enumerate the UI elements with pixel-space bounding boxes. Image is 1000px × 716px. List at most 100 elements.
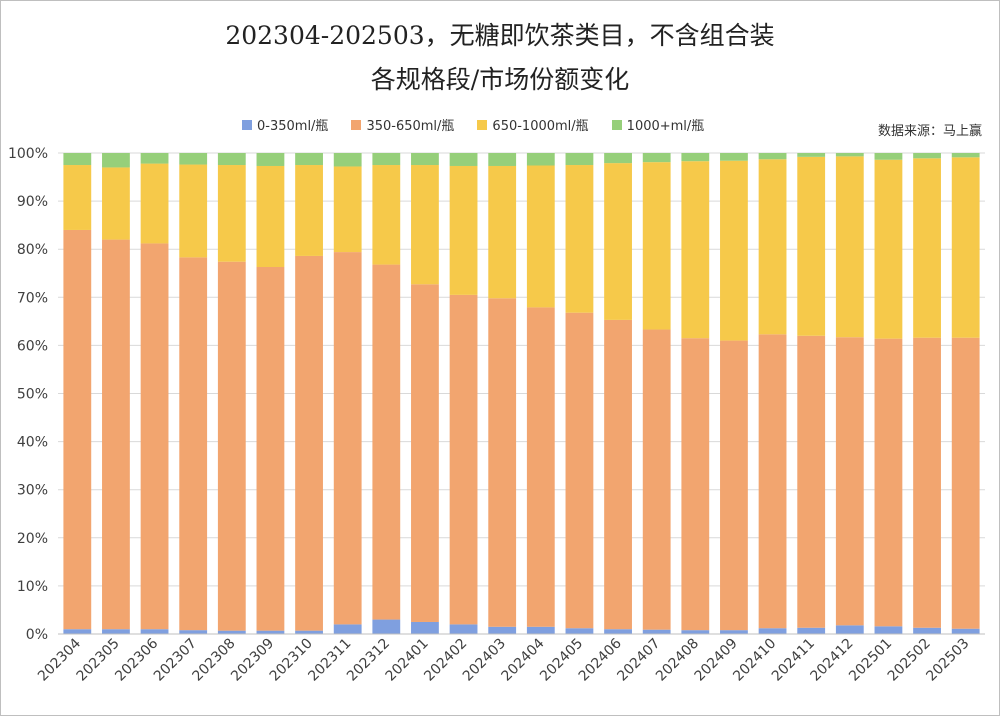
bar-segment-series-3 bbox=[411, 153, 439, 166]
bar-segment-series-3 bbox=[565, 153, 594, 166]
bar-segment-series-2 bbox=[720, 160, 748, 341]
bar-segment-series-3 bbox=[488, 153, 517, 166]
bar-segment-series-3 bbox=[333, 153, 362, 167]
legend-label: 350-650ml/瓶 bbox=[366, 119, 455, 134]
bar-segment-series-1 bbox=[295, 255, 323, 631]
bar-segment-series-1 bbox=[951, 337, 980, 629]
bar-segment-series-3 bbox=[951, 153, 980, 158]
legend-item-350-650ml: 350-650ml/瓶 bbox=[351, 115, 454, 134]
bar-segment-series-2 bbox=[604, 163, 632, 320]
legend-item-650-1000ml: 650-1000ml/瓶 bbox=[477, 115, 589, 134]
bar-segment-series-2 bbox=[488, 165, 517, 299]
y-tick-label: 80% bbox=[17, 242, 48, 258]
legend-swatch bbox=[611, 119, 622, 130]
bar-segment-series-2 bbox=[758, 159, 787, 335]
bar-segment-series-0 bbox=[372, 619, 401, 634]
bar-segment-series-3 bbox=[217, 153, 246, 166]
bar-segment-series-3 bbox=[874, 153, 903, 160]
bar-segment-series-0 bbox=[102, 629, 130, 634]
bar-segment-series-1 bbox=[565, 312, 594, 629]
bar-segment-series-1 bbox=[681, 338, 710, 631]
bar-segment-series-0 bbox=[758, 628, 787, 634]
bar-segment-series-2 bbox=[333, 166, 362, 253]
y-tick-label: 0% bbox=[26, 627, 48, 643]
source-note: 数据来源：马上赢 bbox=[877, 124, 982, 139]
bar-segment-series-0 bbox=[565, 628, 594, 634]
legend-label: 650-1000ml/瓶 bbox=[492, 119, 589, 134]
bar-segment-series-0 bbox=[256, 630, 285, 634]
legend-swatch bbox=[242, 119, 252, 130]
bar-segment-series-2 bbox=[913, 158, 941, 338]
bar-segment-series-1 bbox=[256, 266, 285, 631]
bar-segment-series-3 bbox=[797, 153, 826, 157]
bar-segment-series-1 bbox=[217, 261, 246, 631]
bar-segment-series-2 bbox=[951, 157, 980, 338]
bar-segment-series-2 bbox=[526, 165, 555, 308]
bar-segment-series-0 bbox=[874, 626, 903, 634]
bar-segment-series-0 bbox=[604, 629, 632, 634]
bar-segment-series-2 bbox=[411, 165, 439, 285]
bar-segment-series-1 bbox=[449, 294, 478, 625]
y-tick-label: 70% bbox=[17, 290, 48, 306]
bar-segment-series-3 bbox=[140, 153, 169, 164]
legend-label: 1000+ml/瓶 bbox=[626, 119, 705, 134]
bar-segment-series-1 bbox=[63, 229, 92, 630]
legend-swatch bbox=[351, 119, 362, 130]
bar-segment-series-2 bbox=[102, 167, 130, 240]
y-tick-label: 60% bbox=[17, 338, 48, 354]
x-tick-label: 202503 bbox=[923, 636, 972, 685]
bar-segment-series-0 bbox=[140, 629, 169, 634]
bar-segment-series-3 bbox=[720, 153, 748, 161]
bar-segment-series-0 bbox=[488, 626, 517, 634]
bar-segment-series-1 bbox=[102, 239, 130, 630]
bar-segment-series-2 bbox=[217, 165, 246, 262]
legend-label: 0-350ml/瓶 bbox=[257, 119, 329, 134]
bar-segment-series-0 bbox=[411, 621, 439, 634]
bar-segment-series-1 bbox=[913, 337, 941, 628]
chart-title: 202304-202503，无糖即饮茶类目，不含组合装 bbox=[225, 21, 775, 50]
bar-segment-series-1 bbox=[758, 334, 787, 629]
bar-segment-series-1 bbox=[526, 307, 555, 627]
bar-segment-series-2 bbox=[179, 164, 208, 258]
bar-segment-series-3 bbox=[758, 153, 787, 160]
bar-segment-series-3 bbox=[526, 153, 555, 166]
bar-segment-series-1 bbox=[797, 335, 826, 628]
bar-segment-series-3 bbox=[295, 153, 323, 166]
y-tick-label: 10% bbox=[17, 579, 48, 595]
bar-segment-series-2 bbox=[372, 165, 401, 265]
bar-segment-series-1 bbox=[604, 319, 632, 630]
bar-segment-series-2 bbox=[295, 165, 323, 256]
bar-segment-series-2 bbox=[565, 165, 594, 313]
y-tick-label: 50% bbox=[17, 387, 48, 403]
bar-segment-series-3 bbox=[835, 153, 864, 157]
y-tick-label: 90% bbox=[17, 194, 48, 210]
y-tick-label: 40% bbox=[17, 435, 48, 451]
bar-segment-series-0 bbox=[63, 629, 92, 634]
bar-segment-series-1 bbox=[488, 298, 517, 627]
bar-segment-series-2 bbox=[449, 165, 478, 295]
bar-segment-series-2 bbox=[63, 165, 92, 230]
bar-segment-series-1 bbox=[372, 264, 401, 620]
bar-segment-series-0 bbox=[913, 627, 941, 634]
bar-segment-series-2 bbox=[140, 163, 169, 244]
bar-segment-series-3 bbox=[102, 153, 130, 168]
bar-segment-series-1 bbox=[835, 337, 864, 626]
bar-segment-series-0 bbox=[797, 627, 826, 634]
bar-segment-series-0 bbox=[951, 628, 980, 634]
bar-segment-series-2 bbox=[874, 159, 903, 339]
bar-segment-series-0 bbox=[526, 626, 555, 634]
bar-segment-series-1 bbox=[720, 340, 748, 631]
bar-segment-series-2 bbox=[797, 156, 826, 336]
bar-segment-series-3 bbox=[179, 153, 208, 165]
bar-segment-series-0 bbox=[720, 630, 748, 634]
legend-item-0-350ml: 0-350ml/瓶 bbox=[242, 115, 328, 134]
bar-segment-series-3 bbox=[256, 153, 285, 166]
bar-segment-series-0 bbox=[642, 629, 671, 634]
y-tick-label: 20% bbox=[17, 531, 48, 547]
bar-segment-series-3 bbox=[449, 153, 478, 166]
bar-segment-series-1 bbox=[874, 338, 903, 627]
bar-segment-series-2 bbox=[256, 165, 285, 267]
bar-segment-series-3 bbox=[604, 153, 632, 164]
y-tick-label: 30% bbox=[17, 483, 48, 499]
